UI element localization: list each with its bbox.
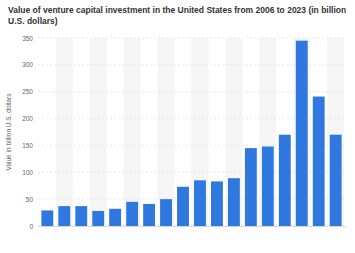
bar <box>58 206 70 226</box>
y-axis-title: Value in billion U.S. dollars <box>5 93 12 171</box>
stripe <box>56 38 73 226</box>
bar <box>177 187 189 226</box>
bar <box>75 206 87 226</box>
bar <box>194 180 206 226</box>
y-tick-label: 250 <box>22 88 33 95</box>
bars <box>41 41 341 226</box>
plot: 0 50 100 150 200 250 300 350 <box>22 35 345 230</box>
bar <box>262 147 274 226</box>
stripe <box>192 38 209 226</box>
y-tick: 350 <box>22 35 38 42</box>
bar <box>228 178 240 226</box>
y-axis-line <box>38 39 39 227</box>
stripe <box>293 38 310 226</box>
y-tick: 100 <box>22 169 38 176</box>
background <box>56 38 344 226</box>
stripe <box>225 38 242 226</box>
y-tick-label: 150 <box>22 142 33 149</box>
y-tick-label: 350 <box>22 35 33 42</box>
y-tick: 300 <box>22 61 38 68</box>
bar <box>126 202 138 226</box>
y-tick-label: 0 <box>29 223 33 230</box>
bar <box>245 148 257 226</box>
bar <box>296 41 308 226</box>
chart: Value of venture capital investment in t… <box>0 0 355 253</box>
title: Value of venture capital investment in t… <box>8 5 346 26</box>
bar <box>109 209 121 226</box>
y-tick-label: 50 <box>26 196 34 203</box>
bar <box>41 210 53 226</box>
y-tick: 200 <box>22 115 38 122</box>
x-axis <box>39 226 346 228</box>
bar <box>211 181 223 226</box>
stripe <box>158 38 175 226</box>
y-tick-label: 200 <box>22 115 33 122</box>
bar <box>330 135 342 226</box>
bar <box>92 211 104 226</box>
grid <box>38 38 345 226</box>
bar <box>160 199 172 226</box>
stripe <box>259 38 276 226</box>
stripe <box>124 38 141 226</box>
stripe <box>90 38 107 226</box>
y-tick-label: 300 <box>22 61 33 68</box>
bar <box>279 135 291 226</box>
x-axis-line <box>39 226 346 227</box>
y-tick: 50 <box>26 196 38 203</box>
y-tick: 250 <box>22 88 38 95</box>
y-tick: 150 <box>22 142 38 149</box>
y-tick: 0 <box>29 223 38 230</box>
y-axis: 0 50 100 150 200 250 300 350 <box>22 35 38 230</box>
bar <box>313 97 325 226</box>
bar <box>143 204 155 226</box>
y-tick-label: 100 <box>22 169 33 176</box>
stripe <box>327 38 344 226</box>
grid-line <box>38 38 345 39</box>
